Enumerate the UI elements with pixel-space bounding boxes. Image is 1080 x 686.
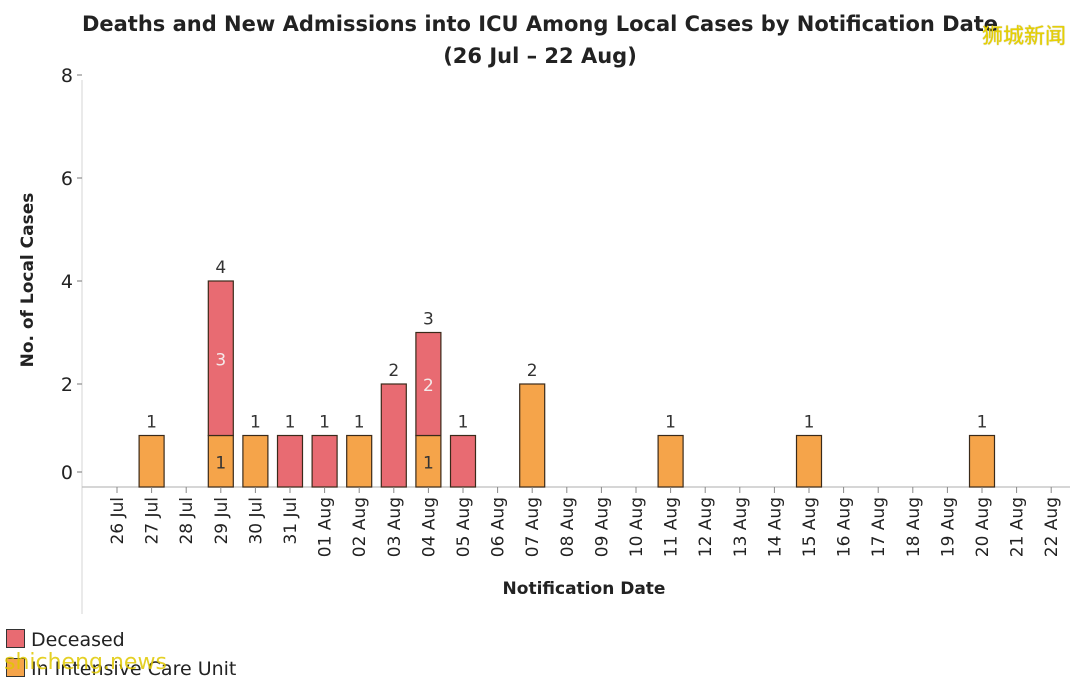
- bar-total-label: 1: [804, 413, 815, 433]
- y-tick-label: 2: [61, 374, 73, 396]
- x-tick-label: 29 Jul: [212, 497, 232, 545]
- chart-subtitle: (26 Jul – 22 Aug): [443, 44, 637, 68]
- bar-icu: [346, 434, 373, 488]
- x-tick-label: 17 Aug: [869, 497, 889, 557]
- x-tick-label: 13 Aug: [731, 497, 751, 557]
- bar-total-label: 1: [146, 413, 157, 433]
- y-axis-label: No. of Local Cases: [18, 193, 38, 368]
- x-tick-label: 30 Jul: [246, 497, 266, 545]
- x-tick-label: 05 Aug: [454, 497, 474, 557]
- bar-total-label: 1: [285, 413, 296, 433]
- bar-total-label: 2: [527, 361, 538, 381]
- x-tick-label: 04 Aug: [419, 497, 439, 557]
- bar-total-label: 1: [319, 413, 330, 433]
- bar-total-label: 1: [665, 413, 676, 433]
- watermark-top-right: 狮城新闻: [982, 24, 1066, 48]
- x-tick-label: 09 Aug: [592, 497, 612, 557]
- bar-deceased: [380, 383, 407, 488]
- x-tick-label: 28 Jul: [177, 497, 197, 545]
- legend-swatch-icu: [6, 658, 25, 677]
- x-tick-label: 31 Jul: [281, 497, 301, 545]
- bar-icu: [242, 434, 269, 488]
- bar-icu: [519, 383, 546, 488]
- x-tick-label: 10 Aug: [627, 497, 647, 557]
- y-tick-label: 0: [61, 462, 73, 484]
- bar-total-label: 4: [215, 258, 226, 278]
- bar-total-label: 1: [458, 413, 469, 433]
- x-tick-label: 08 Aug: [558, 497, 578, 557]
- x-tick-label: 14 Aug: [765, 497, 785, 557]
- bar-icu: [968, 434, 996, 488]
- x-tick-label: 11 Aug: [662, 497, 682, 557]
- legend-item-icu: In Intensive Care Unit: [6, 658, 236, 680]
- y-tick-label: 8: [61, 65, 73, 87]
- bar-deceased: [207, 280, 234, 437]
- legend-label-deceased: Deceased: [31, 629, 125, 651]
- bar-deceased: [276, 434, 304, 488]
- bar-deceased: [311, 434, 338, 488]
- x-tick-label: 01 Aug: [316, 497, 336, 557]
- bar-total-label: 1: [354, 413, 365, 433]
- bar-icu: [138, 434, 165, 488]
- legend-item-deceased: Deceased: [6, 629, 125, 651]
- y-tick-label: 4: [61, 271, 73, 293]
- bar-total-label: 3: [423, 310, 434, 330]
- bar-total-label: 1: [977, 413, 988, 433]
- bar-segment-label: 2: [423, 376, 434, 396]
- legend-label-icu: In Intensive Care Unit: [31, 658, 237, 680]
- x-tick-label: 22 Aug: [1042, 497, 1062, 557]
- x-tick-label: 07 Aug: [523, 497, 543, 557]
- x-tick-label: 02 Aug: [350, 497, 370, 557]
- bar-deceased: [415, 331, 442, 437]
- x-tick-label: 18 Aug: [904, 497, 924, 557]
- legend-swatch-deceased: [6, 629, 25, 648]
- x-axis-label: Notification Date: [503, 579, 666, 599]
- bar-segment-label: 3: [215, 350, 226, 370]
- bar-icu: [795, 434, 823, 488]
- x-tick-label: 16 Aug: [835, 497, 855, 557]
- bar-segment-label: 1: [423, 453, 434, 473]
- x-tick-label: 15 Aug: [800, 497, 820, 557]
- bar-icu: [207, 434, 234, 488]
- watermark-bottom-left: shicheng.news: [4, 650, 167, 675]
- bar-icu: [657, 434, 684, 488]
- chart-title: Deaths and New Admissions into ICU Among…: [81, 12, 999, 36]
- x-tick-label: 26 Jul: [108, 497, 128, 545]
- x-tick-label: 21 Aug: [1008, 497, 1028, 557]
- x-tick-label: 27 Jul: [143, 497, 163, 545]
- bar-segment-label: 1: [215, 453, 226, 473]
- x-tick-label: 19 Aug: [938, 497, 958, 557]
- bar-icu: [415, 434, 442, 488]
- x-tick-label: 03 Aug: [385, 497, 405, 557]
- bar-total-label: 1: [250, 413, 261, 433]
- bar-deceased: [449, 434, 477, 488]
- bar-total-label: 2: [388, 361, 399, 381]
- x-tick-label: 06 Aug: [489, 497, 509, 557]
- y-tick-label: 6: [61, 168, 73, 190]
- x-tick-label: 20 Aug: [973, 497, 993, 557]
- x-tick-label: 12 Aug: [696, 497, 716, 557]
